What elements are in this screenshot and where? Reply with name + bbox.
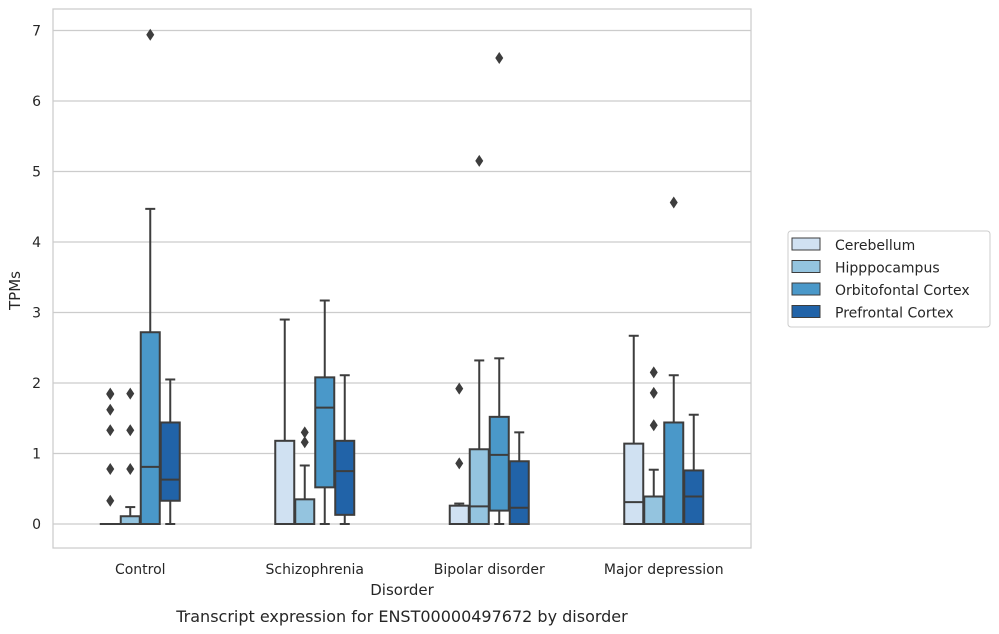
plot-frame: [52, 8, 752, 549]
y-tick-label: 7: [32, 24, 41, 40]
box: [663, 421, 685, 526]
box-2-1: [468, 154, 490, 525]
outlier: [106, 387, 115, 400]
figure-caption: Transcript expression for ENST0000049767…: [175, 607, 628, 626]
box-3-0: [623, 334, 645, 526]
outlier: [146, 28, 155, 41]
box-0-0: [99, 387, 121, 526]
box: [468, 448, 490, 525]
box: [274, 439, 296, 525]
outlier: [300, 436, 309, 449]
box: [159, 421, 181, 502]
box-2-0: [448, 382, 470, 526]
y-tick-label: 2: [32, 376, 41, 392]
legend-label: Hipppocampus: [835, 261, 940, 277]
box-1-1: [294, 426, 316, 526]
outlier: [126, 463, 135, 476]
box: [643, 495, 665, 526]
outlier: [106, 424, 115, 437]
outlier: [106, 494, 115, 507]
outlier: [649, 419, 658, 432]
box: [294, 498, 316, 526]
legend-label: Prefrontal Cortex: [835, 306, 954, 322]
y-tick-label: 5: [32, 165, 41, 181]
y-tick-labels: 0 1 2 3 4 5 6 7: [32, 24, 41, 534]
box-3-1: [643, 366, 665, 526]
y-tick-label: 4: [32, 235, 41, 251]
legend-label: Orbitofontal Cortex: [835, 283, 970, 299]
legend-swatch: [791, 237, 821, 251]
box-plots: [99, 28, 705, 526]
x-tick-label: Schizophrenia: [266, 562, 364, 578]
y-tick-label: 3: [32, 306, 41, 322]
outlier: [126, 387, 135, 400]
box: [314, 376, 336, 489]
y-tick-label: 6: [32, 94, 41, 110]
legend-label: Cerebellum: [835, 238, 915, 254]
outlier: [455, 457, 464, 470]
box-0-3: [159, 378, 181, 525]
box-0-1: [119, 387, 141, 525]
box-3-2: [663, 196, 685, 526]
box-0-2: [139, 28, 161, 525]
box: [508, 460, 530, 526]
box: [448, 504, 470, 526]
outlier: [106, 403, 115, 416]
x-tick-label: Major depression: [604, 562, 724, 578]
box-3-3: [683, 413, 705, 526]
box-2-3: [508, 431, 530, 526]
outlier: [106, 463, 115, 476]
legend-swatch: [791, 282, 821, 296]
box: [623, 442, 645, 526]
x-tick-label: Bipolar disorder: [434, 562, 545, 578]
x-tick-label: Control: [115, 562, 166, 578]
outlier: [126, 424, 135, 437]
box: [119, 515, 141, 525]
y-tick-label: 1: [32, 447, 41, 463]
y-axis-title: TPMs: [6, 271, 24, 311]
outlier: [455, 382, 464, 395]
box-2-2: [488, 51, 510, 525]
outlier: [649, 386, 658, 399]
outlier: [495, 51, 504, 64]
outlier: [669, 196, 678, 209]
box: [334, 439, 356, 516]
legend-frame: [787, 230, 991, 328]
legend: Cerebellum Hipppocampus Orbitofontal Corte…: [787, 230, 991, 328]
box-1-0: [274, 318, 296, 525]
outlier: [649, 366, 658, 379]
box-1-2: [314, 299, 336, 525]
y-tick-label: 0: [32, 517, 41, 533]
box: [139, 331, 161, 525]
x-tick-labels: Control Schizophrenia Bipolar disorder Majo…: [115, 562, 724, 578]
legend-swatch: [791, 260, 821, 273]
outlier: [300, 426, 309, 439]
box-1-3: [334, 374, 356, 525]
box: [488, 415, 510, 512]
outlier: [475, 154, 484, 167]
legend-swatch: [791, 305, 821, 318]
x-axis-title: Disorder: [370, 581, 434, 599]
